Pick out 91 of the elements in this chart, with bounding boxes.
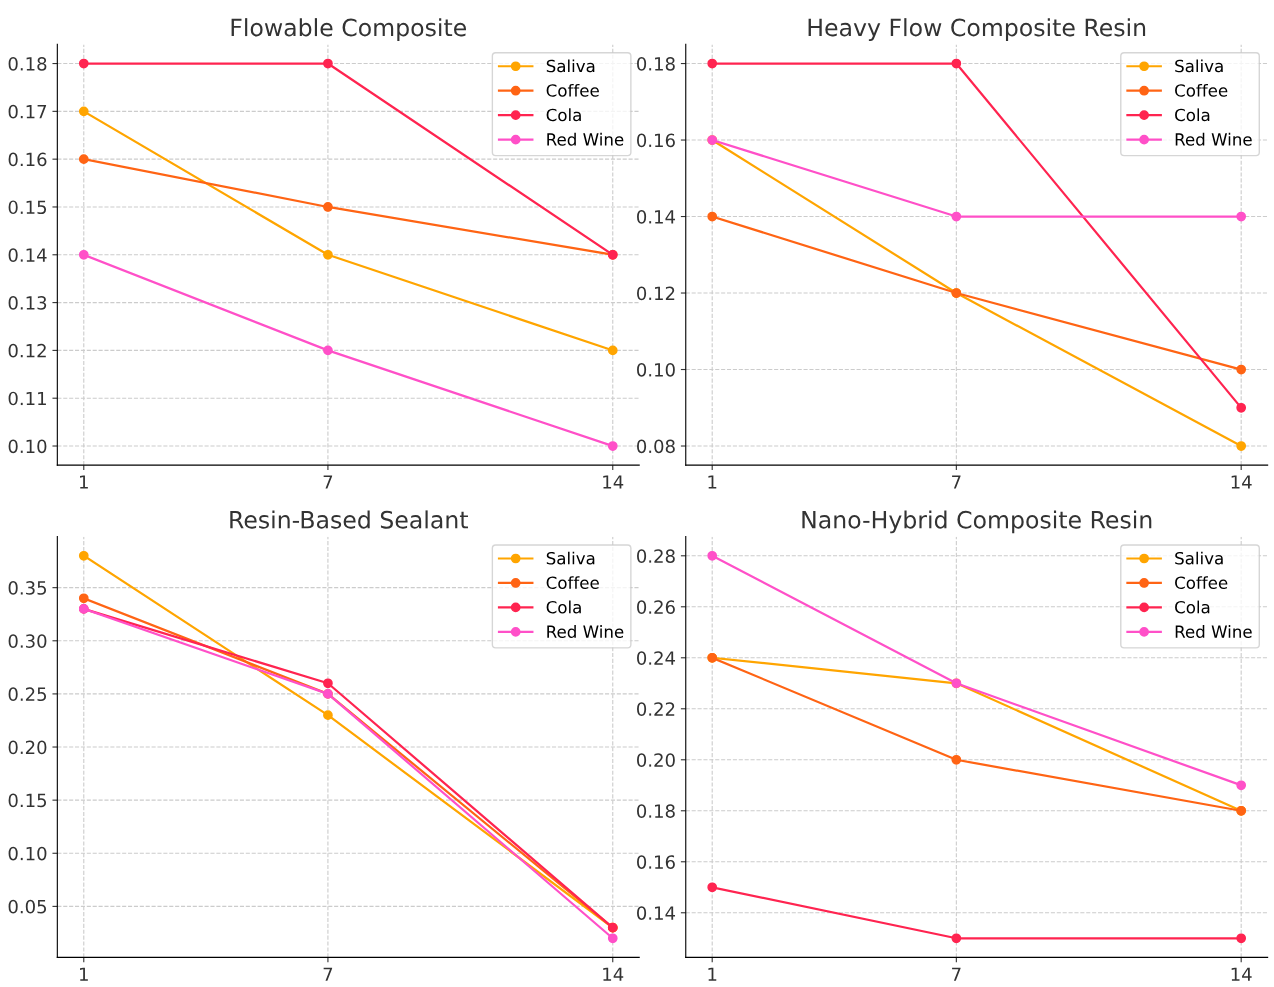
point <box>78 58 89 69</box>
y-tick-label: 0.12 <box>8 343 46 358</box>
point <box>951 754 962 765</box>
legend-label: Coffee <box>546 576 599 590</box>
y-tick-label: 0.18 <box>637 804 675 818</box>
y-tick-label: 0.35 <box>8 581 47 595</box>
legend-label: Cola <box>546 108 581 122</box>
point <box>951 211 962 222</box>
y-tick-label: 0.15 <box>8 200 47 215</box>
y-tick-label: 0.14 <box>637 209 676 224</box>
y-tick-label: 0.16 <box>637 855 675 869</box>
chart-title: Nano-Hybrid Composite Resin <box>802 510 1152 534</box>
y-tick-label: 0.18 <box>8 57 47 71</box>
y-tick-label: 0.13 <box>8 296 47 310</box>
point <box>707 550 718 561</box>
point <box>78 249 89 260</box>
y-tick-label: 0.30 <box>8 634 47 648</box>
x-tick-label: 14 <box>1231 967 1252 981</box>
point <box>78 154 89 165</box>
point <box>78 550 89 561</box>
point <box>1236 402 1247 413</box>
y-tick-label: 0.05 <box>8 899 47 914</box>
legend-label: Coffee <box>1175 576 1228 590</box>
point <box>951 58 962 69</box>
point <box>707 211 718 222</box>
point <box>78 106 89 117</box>
point <box>78 593 89 604</box>
y-tick-label: 0.14 <box>8 248 47 262</box>
y-tick-label: 0.10 <box>637 362 675 377</box>
point <box>1236 211 1247 222</box>
y-tick-label: 0.18 <box>637 57 675 71</box>
point <box>323 345 333 356</box>
y-tick-label: 0.20 <box>8 740 47 755</box>
x-tick-label: 7 <box>952 967 961 981</box>
y-tick-label: 0.16 <box>8 152 47 167</box>
legend-label: Cola <box>1175 600 1210 614</box>
y-tick-label: 0.12 <box>637 286 675 301</box>
legend-label: Red Wine <box>1175 132 1252 146</box>
point <box>323 678 333 689</box>
y-tick-label: 0.14 <box>637 906 676 920</box>
point <box>323 249 333 260</box>
x-tick-label: 1 <box>80 475 88 489</box>
y-tick-label: 0.10 <box>8 846 47 861</box>
x-tick-label: 7 <box>952 475 961 489</box>
y-tick-label: 0.17 <box>8 104 47 119</box>
point <box>707 58 718 69</box>
point <box>607 933 618 944</box>
point <box>1236 364 1247 375</box>
y-tick-label: 0.11 <box>8 391 46 406</box>
point <box>1236 441 1247 451</box>
y-tick-label: 0.10 <box>8 439 47 454</box>
y-tick-label: 0.28 <box>637 549 675 563</box>
x-tick-label: 1 <box>708 475 717 489</box>
point <box>323 58 333 69</box>
chart-title: Flowable Composite <box>231 18 466 41</box>
x-tick-label: 1 <box>80 967 88 981</box>
point <box>951 933 962 944</box>
y-tick-label: 0.22 <box>637 702 675 716</box>
point <box>323 202 333 212</box>
y-tick-label: 0.16 <box>637 133 675 148</box>
y-tick-label: 0.08 <box>637 439 675 454</box>
x-tick-label: 7 <box>323 967 333 981</box>
legend-label: Saliva <box>1175 551 1223 565</box>
x-tick-label: 7 <box>323 475 333 489</box>
legend-label: Red Wine <box>1175 625 1252 638</box>
legend-label: Coffee <box>1175 83 1228 97</box>
point <box>1236 780 1247 791</box>
point <box>707 882 718 893</box>
point <box>607 345 618 356</box>
legend-label: Red Wine <box>547 625 624 638</box>
x-tick-label: 14 <box>603 475 624 489</box>
x-tick-label: 1 <box>708 967 717 981</box>
point <box>1236 933 1247 944</box>
chart-title: Heavy Flow Composite Resin <box>808 18 1146 41</box>
legend-label: Red Wine <box>547 132 624 146</box>
x-tick-label: 14 <box>603 967 624 981</box>
legend-label: Saliva <box>1175 59 1223 73</box>
y-tick-label: 0.25 <box>8 687 47 702</box>
point <box>607 441 618 451</box>
legend-label: Cola <box>1175 108 1210 122</box>
y-tick-label: 0.26 <box>637 600 675 614</box>
y-tick-label: 0.24 <box>637 651 676 665</box>
point <box>323 710 333 721</box>
chart-title: Resin-Based Sealant <box>230 510 468 529</box>
legend-label: Cola <box>546 600 581 614</box>
y-tick-label: 0.15 <box>8 793 47 808</box>
legend-label: Saliva <box>546 59 595 73</box>
y-tick-label: 0.20 <box>637 753 675 767</box>
legend-label: Saliva <box>546 551 595 565</box>
legend-label: Coffee <box>546 83 599 97</box>
x-tick-label: 14 <box>1231 475 1252 489</box>
